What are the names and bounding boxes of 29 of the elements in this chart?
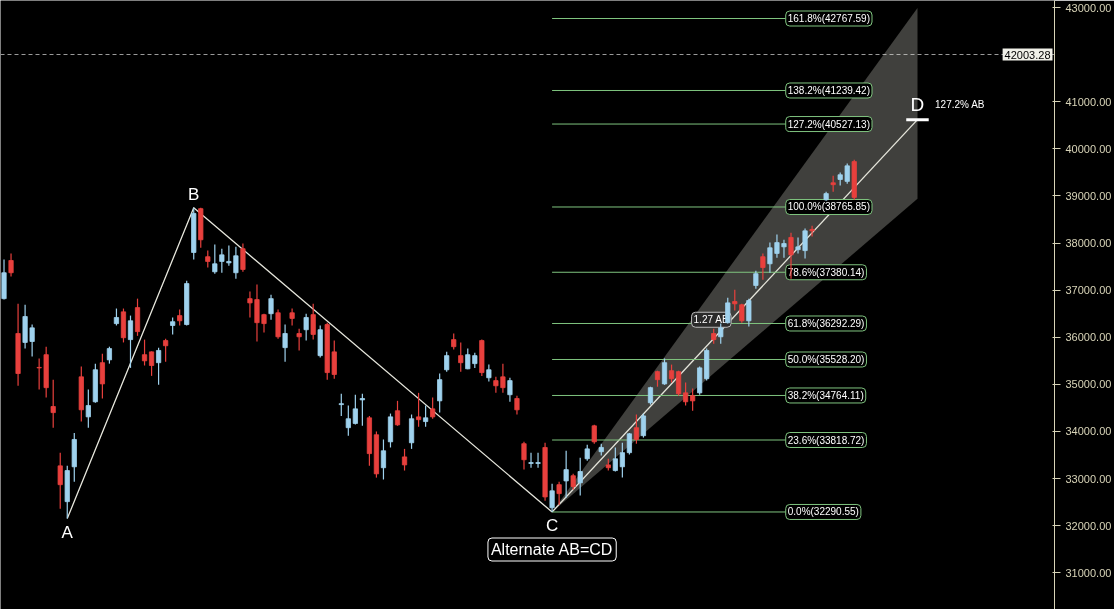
ref-line-label: 61.8%(36292.29) — [787, 318, 865, 329]
annotation: Alternate AB=CD — [490, 541, 613, 558]
y-tick-label: 34000.00 — [1065, 425, 1112, 438]
ref-line-label: 161.8%(42767.59) — [787, 13, 871, 25]
y-tick-label: 43000.00 — [1065, 1, 1112, 14]
y-tick-label: 32000.00 — [1065, 519, 1112, 532]
ref-line-label: 38.2%(34764.11) — [787, 389, 864, 401]
y-tick-label: 41000.00 — [1065, 95, 1112, 108]
ref-line-label: 138.2%(41239.42) — [787, 84, 871, 96]
y-tick-label: 39000.00 — [1065, 189, 1112, 202]
y-tick-label: 38000.00 — [1065, 237, 1112, 250]
ref-line-label: 42003.28 — [1004, 48, 1051, 61]
annotation: A — [61, 522, 74, 542]
ref-line-label: 100.0%(38765.85) — [787, 201, 871, 213]
ref-line-label: 50.0%(35528.20) — [787, 353, 865, 365]
ref-line-label: 78.6%(37380.14) — [787, 266, 865, 278]
annotation: C — [545, 516, 559, 535]
ref-line-label: 0.0%(32290.55) — [787, 506, 859, 518]
y-tick-label: 36000.00 — [1065, 331, 1112, 344]
y-tick-label: 31000.00 — [1065, 566, 1112, 579]
annotation: D — [910, 93, 925, 115]
y-tick-label: 33000.00 — [1065, 472, 1112, 485]
y-tick-label: 40000.00 — [1065, 142, 1112, 155]
annotation: 127.2% AB — [935, 98, 985, 110]
ref-line-label: 23.6%(33818.72) — [787, 434, 865, 446]
annotation: B — [188, 184, 200, 204]
ref-line-label: 127.2%(40527.13) — [787, 118, 871, 130]
y-tick-label: 35000.00 — [1065, 378, 1112, 391]
y-tick-label: 37000.00 — [1065, 284, 1112, 297]
